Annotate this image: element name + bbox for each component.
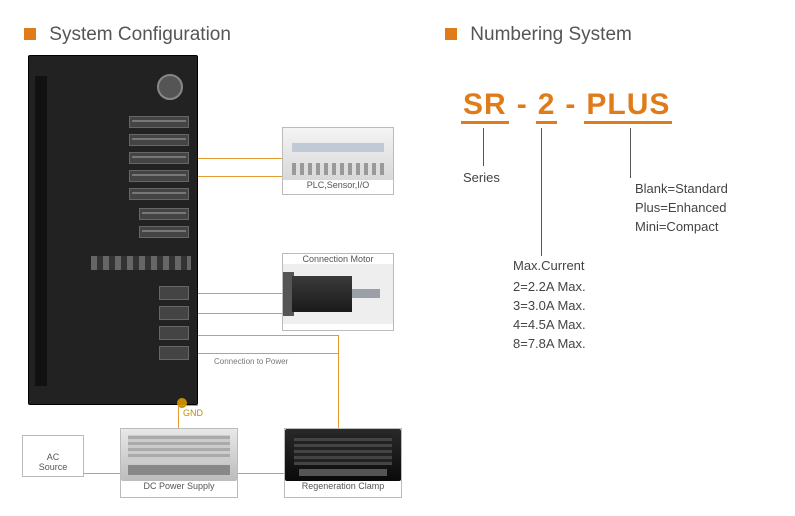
bullet-square-icon [445,28,457,40]
plc-box: PLC,Sensor,I/O [282,127,394,195]
current-line: 8=7.8A Max. [513,335,586,354]
driver-lower-port [159,306,189,320]
numbering-system-heading-text: Numbering System [470,24,632,45]
motor-label: Connection Motor [283,254,393,264]
driver-port [139,208,189,220]
max-current-list: 2=2.2A Max. 3=3.0A Max. 4=4.5A Max. 8=7.… [513,278,586,353]
motor-image [283,264,393,324]
model-code: SR-2-PLUS [461,88,672,122]
bullet-square-icon [24,28,36,40]
code-series: SR [461,88,509,124]
wire [338,335,339,443]
code-current: 2 [536,88,558,124]
driver-terminal-strip [91,256,191,270]
driver-port [129,116,189,128]
regen-clamp-box: Regeneration Clamp [284,428,402,498]
series-label: Series [463,170,500,185]
system-configuration-heading-text: System Configuration [49,24,231,45]
driver-port [129,152,189,164]
driver-lower-port [159,346,189,360]
wire [198,293,282,294]
current-line: 4=4.5A Max. [513,316,586,335]
suffix-line: Mini=Compact [635,218,728,237]
current-line: 2=2.2A Max. [513,278,586,297]
ac-source-label: AC Source [39,452,68,472]
wire [178,405,198,406]
system-configuration-heading: System Configuration [24,24,231,46]
wire [198,335,338,336]
system-configuration-diagram: GND PLC,Sensor,I/O Connection Motor Conn… [28,55,428,500]
leader-line [541,128,542,256]
max-current-heading: Max.Current [513,258,585,273]
numbering-system-heading: Numbering System [445,24,632,46]
motor-box: Connection Motor [282,253,394,331]
dc-psu-box: DC Power Supply [120,428,238,498]
driver-lower-port [159,286,189,300]
dc-psu-image [121,429,237,481]
driver-port [129,134,189,146]
gnd-label: GND [183,408,203,418]
driver-rotary-knob [157,74,183,100]
driver-port [129,170,189,182]
suffix-list: Blank=Standard Plus=Enhanced Mini=Compac… [635,180,728,237]
code-sep: - [509,88,536,121]
driver-lower-port [159,326,189,340]
wire [198,158,282,159]
driver-port [129,188,189,200]
driver-unit: GND [28,55,198,405]
power-connection-label: Connection to Power [214,357,288,366]
regen-label: Regeneration Clamp [285,481,401,491]
code-suffix: PLUS [584,88,672,124]
numbering-system-diagram: SR-2-PLUS Series Max.Current 2=2.2A Max.… [455,80,775,480]
current-line: 3=3.0A Max. [513,297,586,316]
regen-image [285,429,401,481]
ac-source-box: AC Source [22,435,84,477]
leader-line [483,128,484,166]
suffix-line: Plus=Enhanced [635,199,728,218]
wire [198,353,338,354]
plc-label: PLC,Sensor,I/O [283,180,393,190]
driver-heatsink [35,76,47,386]
wire [198,313,282,314]
dc-psu-label: DC Power Supply [121,481,237,491]
driver-port [139,226,189,238]
leader-line [630,128,631,178]
plc-image [283,128,393,180]
code-sep: - [557,88,584,121]
suffix-line: Blank=Standard [635,180,728,199]
wire [198,176,282,177]
